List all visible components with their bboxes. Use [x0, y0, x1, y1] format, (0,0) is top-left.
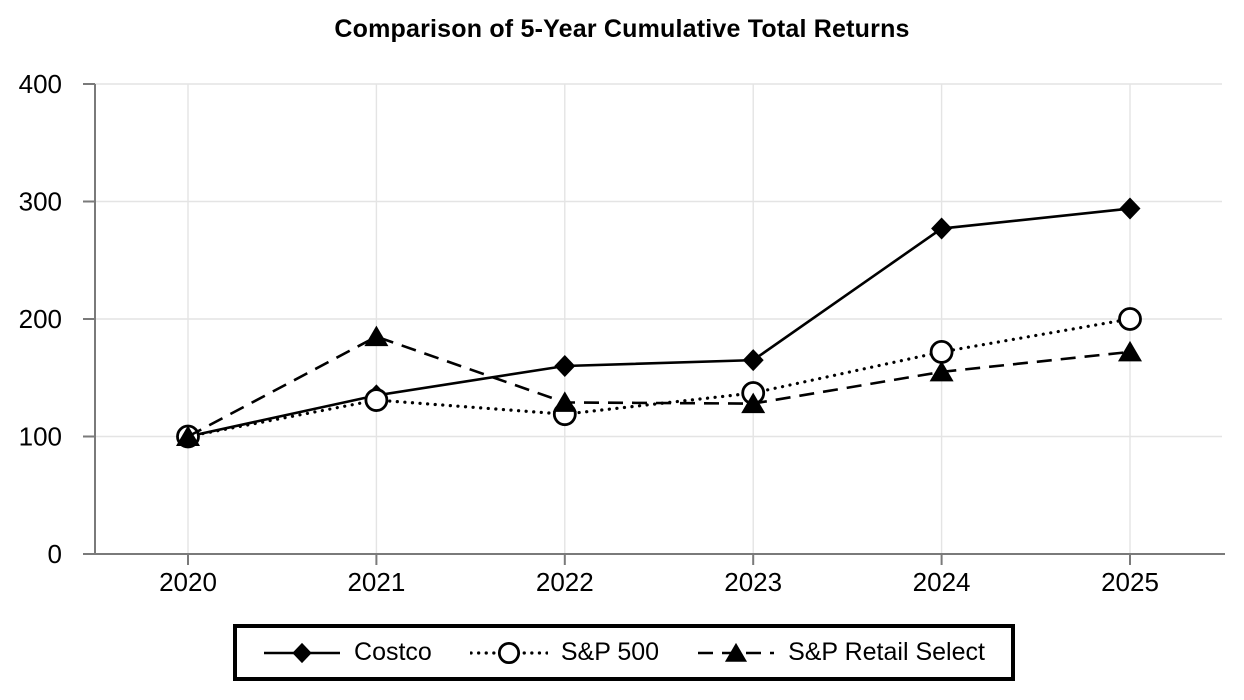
legend-item-s-p-retail-select: S&P Retail Select	[697, 638, 985, 667]
legend-label: Costco	[354, 638, 432, 666]
triangle-marker	[741, 392, 766, 414]
y-tick-label: 100	[19, 422, 62, 452]
chart-legend: Costco S&P 500 S&P Retail Select	[233, 624, 1015, 681]
legend-sample-dotted	[469, 641, 548, 664]
triangle-marker	[552, 391, 577, 412]
circle-marker	[497, 641, 520, 664]
series-line	[187, 207, 1131, 438]
series-s-p-500	[176, 307, 1142, 449]
x-tick-label: 2025	[1101, 567, 1159, 597]
legend-sample-solid	[264, 642, 341, 663]
legend-item-s-p-500: S&P 500	[469, 638, 660, 667]
circle-marker	[364, 388, 389, 412]
legend-item-costco: Costco	[263, 638, 432, 667]
x-tick-label: 2024	[913, 567, 971, 597]
series-line	[186, 317, 1132, 439]
triangle-marker	[1118, 340, 1142, 362]
triangle-marker	[176, 425, 200, 446]
series-line	[187, 335, 1131, 438]
x-tick-label: 2021	[347, 567, 405, 597]
circle-marker	[1118, 307, 1142, 331]
legend-label: S&P 500	[560, 638, 660, 666]
x-tick-label: 2020	[159, 567, 217, 597]
circle-marker	[929, 339, 954, 364]
y-tick-label: 300	[19, 187, 62, 217]
legend-sample-dashed	[698, 642, 775, 662]
y-tick-label: 400	[19, 69, 62, 99]
diamond-marker	[554, 355, 576, 377]
x-tick-label: 2022	[536, 567, 594, 597]
y-tick-label: 0	[48, 539, 62, 569]
legend-label: S&P Retail Select	[788, 638, 985, 666]
y-tick-label: 200	[19, 304, 62, 334]
triangle-marker	[364, 325, 389, 347]
chart-title: Comparison of 5-Year Cumulative Total Re…	[334, 15, 910, 43]
x-tick-label: 2023	[724, 567, 782, 597]
diamond-marker	[742, 349, 764, 372]
diamond-marker	[292, 642, 312, 663]
diamond-marker	[1119, 197, 1141, 220]
diamond-marker	[931, 217, 953, 240]
triangle-marker	[725, 642, 748, 662]
triangle-marker	[929, 360, 954, 382]
series-s-p-retail-select	[176, 325, 1142, 446]
chart-plot-area: 0 100 200 300 400 2020 2021 2022 2023 2024 2025	[19, 69, 1225, 597]
